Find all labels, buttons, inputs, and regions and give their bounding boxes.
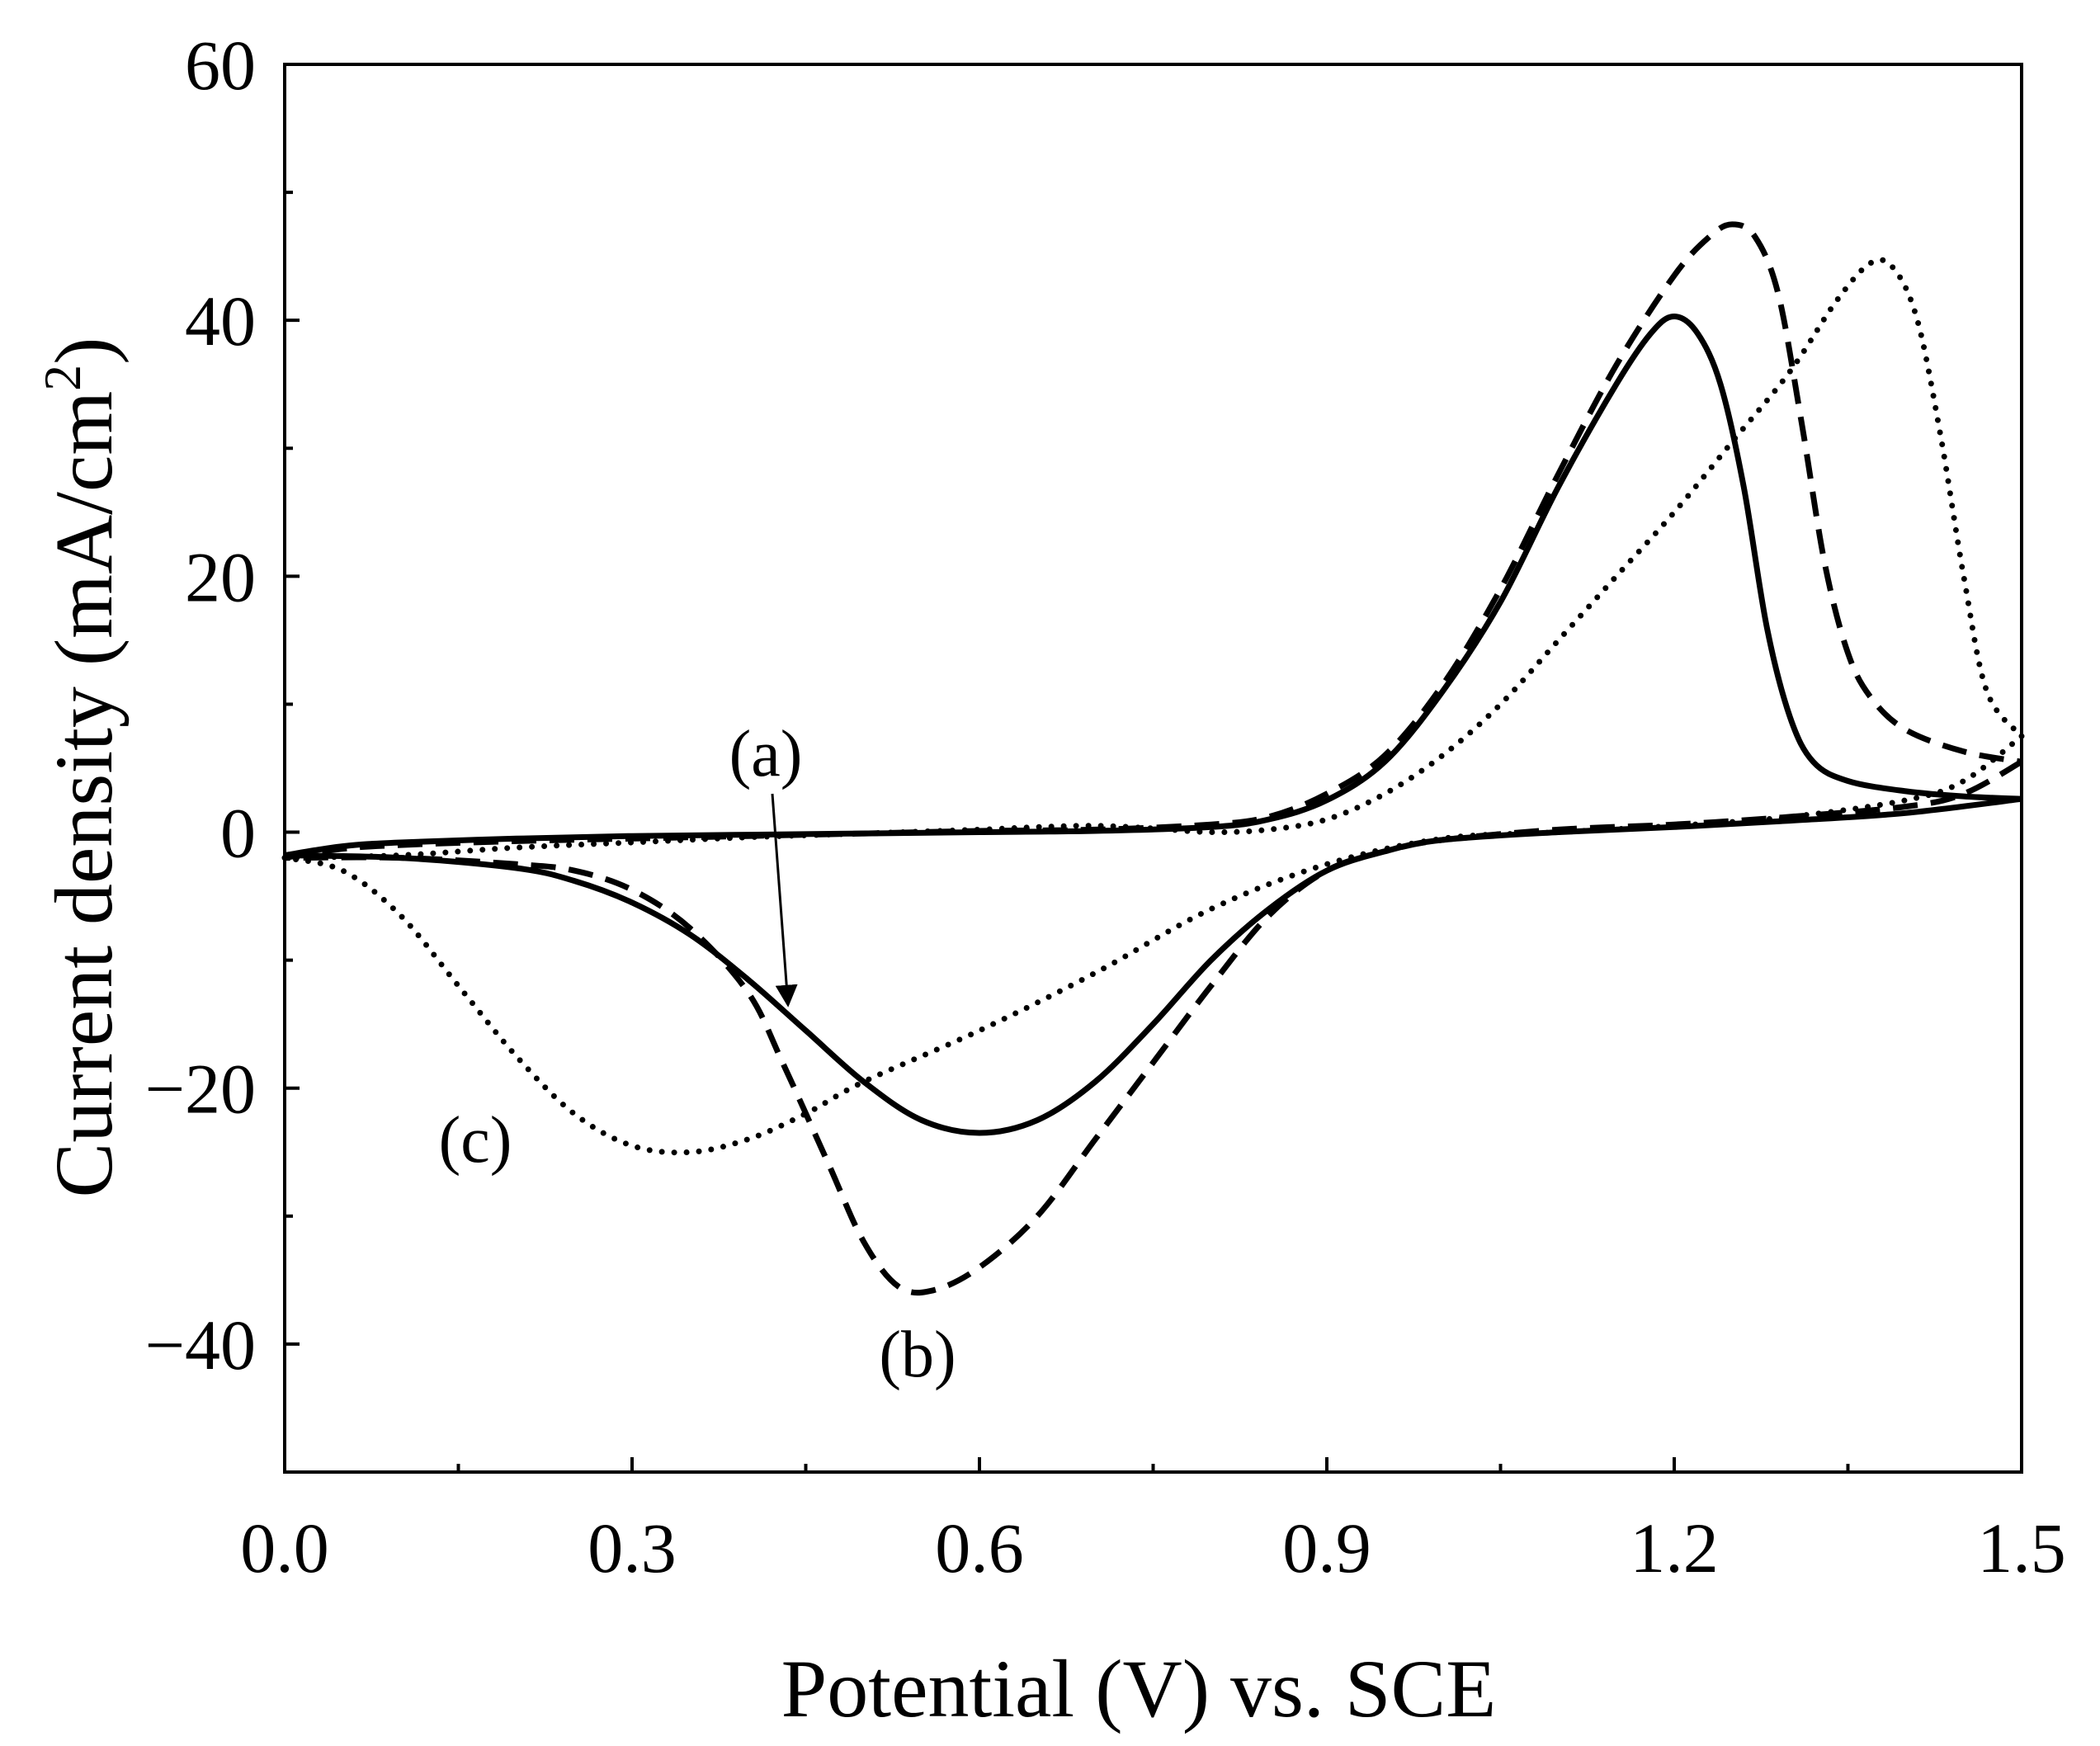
y-tick-label: −40 [144,1305,256,1385]
curve-label-c: (c) [439,1104,512,1177]
x-tick-labels: 0.0 0.3 0.6 0.9 1.2 1.5 [240,1508,2066,1588]
y-tick-label: −20 [144,1050,256,1129]
y-tick-label: 0 [220,794,256,873]
series-c-forward-line [281,257,2025,861]
y-tick-labels: −40 −20 0 20 40 60 [144,26,256,1385]
series-layer [281,221,2025,1296]
x-tick-label: 0.9 [1282,1508,1371,1588]
y-axis-title-close: ) [38,337,130,365]
y-tick-label: 60 [185,26,256,105]
x-axis-title: Potential (V) vs. SCE [781,1643,1497,1734]
curve-label-a: (a) [729,718,803,790]
y-tick-label: 20 [185,537,256,616]
y-axis-title: Current density (mA/cm2) [33,337,130,1198]
x-tick-label: 0.3 [588,1508,677,1588]
x-tick-label: 0.6 [935,1508,1024,1588]
series-a-forward-line [284,314,2022,858]
y-tick-label: 40 [185,281,256,361]
curve-a-arrow [771,793,798,1007]
x-tick-label: 1.5 [1977,1508,2066,1588]
x-tick-label: 0.0 [240,1508,329,1588]
series-b-reverse-line [284,759,2023,1296]
plot-frame [283,63,2023,1474]
y-axis-title-main: Current density (mA/cm [38,391,130,1198]
ticks-layer [283,63,2023,1472]
series-b-forward-line [284,221,2022,861]
series-c-reverse-line [281,733,2025,1156]
curve-label-b: (b) [879,1319,956,1391]
x-tick-label: 1.2 [1630,1508,1719,1588]
series-a-reverse-line [284,795,2022,1136]
y-axis-title-superscript: 2 [33,365,92,391]
